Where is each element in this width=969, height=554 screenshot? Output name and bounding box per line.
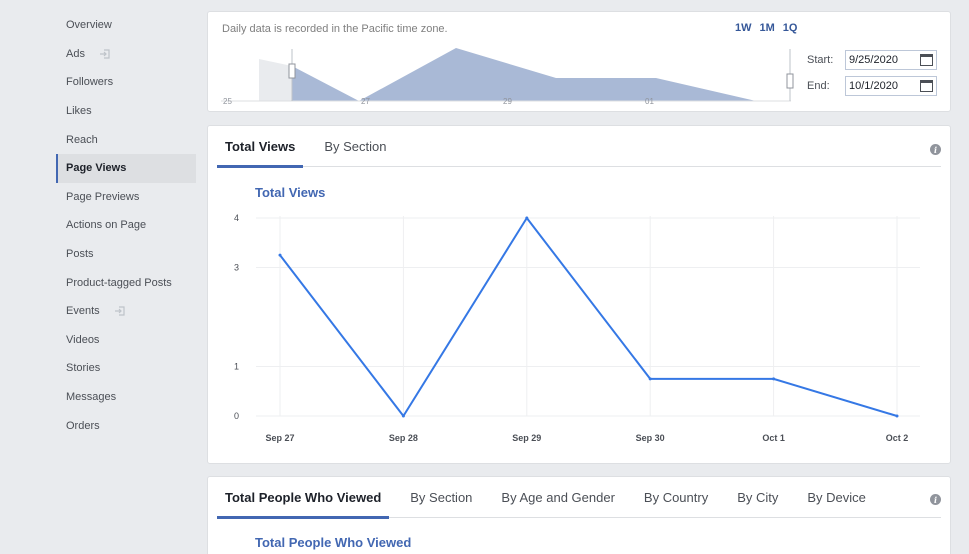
chart-title: Total Views xyxy=(255,185,326,200)
x-tick-label: Oct 2 xyxy=(886,433,909,443)
tab-by-age-gender[interactable]: By Age and Gender xyxy=(501,490,615,505)
sidebar-item-label: Stories xyxy=(66,362,101,375)
range-presets: 1W 1M 1Q xyxy=(735,22,797,34)
sidebar-item-ads[interactable]: Ads xyxy=(56,40,196,69)
data-point xyxy=(525,216,529,220)
start-date-row: Start: 9/25/2020 xyxy=(807,50,937,70)
sidebar-item-posts[interactable]: Posts xyxy=(56,240,196,269)
sidebar-item-followers[interactable]: Followers xyxy=(56,68,196,97)
tab-by-device[interactable]: By Device xyxy=(807,490,866,505)
range-handle-left[interactable] xyxy=(288,63,296,79)
timezone-note: Daily data is recorded in the Pacific ti… xyxy=(222,23,448,35)
sidebar-item-label: Posts xyxy=(66,248,94,261)
sidebar-item-overview[interactable]: Overview xyxy=(56,11,196,40)
mini-tick-label: 27 xyxy=(361,97,370,106)
sidebar-item-reach[interactable]: Reach xyxy=(56,125,196,154)
tab-by-city[interactable]: By City xyxy=(737,490,779,505)
sidebar-item-events[interactable]: Events xyxy=(56,297,196,326)
end-date-row: End: 10/1/2020 xyxy=(807,76,937,96)
series-line xyxy=(279,217,898,417)
chart-title: Total People Who Viewed xyxy=(255,535,412,550)
sidebar-item-actions-on-page[interactable]: Actions on Page xyxy=(56,211,196,240)
insights-sidebar: Overview Ads Followers Likes Reach Page Views… xyxy=(56,11,196,440)
data-point xyxy=(895,414,899,418)
external-link-icon xyxy=(114,306,125,316)
sidebar-item-label: Reach xyxy=(66,133,98,146)
x-tick-label: Sep 28 xyxy=(389,433,418,443)
calendar-icon[interactable] xyxy=(920,54,933,66)
views-tabs: Total Views By Section xyxy=(217,126,941,168)
sidebar-item-label: Page Previews xyxy=(66,190,140,203)
mini-tick-label: 01 xyxy=(645,97,654,106)
date-range-panel: Daily data is recorded in the Pacific ti… xyxy=(207,11,951,112)
calendar-icon[interactable] xyxy=(920,80,933,92)
start-date-label: Start: xyxy=(807,54,834,66)
people-viewed-panel: Total People Who Viewed By Section By Ag… xyxy=(207,476,951,554)
start-date-value: 9/25/2020 xyxy=(849,54,898,66)
people-tabs: Total People Who Viewed By Section By Ag… xyxy=(217,477,941,519)
data-point xyxy=(278,253,282,257)
y-tick-label: 0 xyxy=(234,411,239,421)
range-overview-chart[interactable]: 25 27 29 01 xyxy=(216,44,796,108)
sidebar-item-likes[interactable]: Likes xyxy=(56,97,196,126)
range-1q-button[interactable]: 1Q xyxy=(782,22,798,34)
total-views-panel: Total Views By Section i Total Views 0 1 3… xyxy=(207,125,951,464)
sidebar-item-label: Page Views xyxy=(66,162,127,175)
y-tick-label: 3 xyxy=(234,263,239,273)
sidebar-item-page-previews[interactable]: Page Previews xyxy=(56,183,196,212)
tab-by-country[interactable]: By Country xyxy=(643,490,709,505)
end-date-value: 10/1/2020 xyxy=(849,80,898,92)
end-date-input[interactable]: 10/1/2020 xyxy=(845,76,937,96)
sidebar-item-label: Followers xyxy=(66,76,114,89)
x-tick-label: Sep 29 xyxy=(512,433,541,443)
tab-by-section[interactable]: By Section xyxy=(410,490,473,505)
range-handle-right[interactable] xyxy=(786,73,794,89)
sidebar-item-videos[interactable]: Videos xyxy=(56,326,196,355)
data-point xyxy=(401,414,405,418)
info-icon[interactable]: i xyxy=(930,494,941,505)
external-link-icon xyxy=(99,49,110,59)
sidebar-item-label: Ads xyxy=(66,47,85,60)
data-point xyxy=(648,377,652,381)
data-point xyxy=(772,377,776,381)
sidebar-item-label: Videos xyxy=(66,333,100,346)
sidebar-item-label: Actions on Page xyxy=(66,219,147,232)
sidebar-item-label: Events xyxy=(66,305,100,318)
range-1m-button[interactable]: 1M xyxy=(759,22,775,34)
range-unselected-area xyxy=(259,59,292,101)
y-tick-label: 1 xyxy=(234,362,239,372)
range-1w-button[interactable]: 1W xyxy=(735,22,752,34)
sidebar-item-label: Messages xyxy=(66,391,117,404)
tab-total-people-viewed[interactable]: Total People Who Viewed xyxy=(217,477,390,519)
info-icon[interactable]: i xyxy=(930,144,941,155)
sidebar-item-product-tagged-posts[interactable]: Product-tagged Posts xyxy=(56,268,196,297)
mini-tick-label: 29 xyxy=(503,97,512,106)
sidebar-item-orders[interactable]: Orders xyxy=(56,411,196,440)
sidebar-item-stories[interactable]: Stories xyxy=(56,354,196,383)
sidebar-item-label: Orders xyxy=(66,419,100,432)
start-date-input[interactable]: 9/25/2020 xyxy=(845,50,937,70)
sidebar-item-label: Overview xyxy=(66,19,112,32)
sidebar-item-label: Likes xyxy=(66,105,92,118)
total-views-chart: 0 1 3 4 Sep 27 Sep 28 Sep 29 Sep 30 Oct 1 Oct 2 xyxy=(234,213,920,443)
sidebar-item-label: Product-tagged Posts xyxy=(66,276,172,289)
range-selected-area xyxy=(292,48,756,101)
sidebar-item-page-views[interactable]: Page Views xyxy=(56,153,196,183)
tab-total-views[interactable]: Total Views xyxy=(217,126,304,168)
x-tick-label: Sep 30 xyxy=(636,433,665,443)
x-tick-label: Sep 27 xyxy=(265,433,294,443)
end-date-label: End: xyxy=(807,80,830,92)
sidebar-item-messages[interactable]: Messages xyxy=(56,383,196,412)
tab-by-section[interactable]: By Section xyxy=(324,139,387,154)
mini-tick-label: 25 xyxy=(223,97,232,106)
x-tick-label: Oct 1 xyxy=(762,433,785,443)
y-tick-label: 4 xyxy=(234,213,239,223)
